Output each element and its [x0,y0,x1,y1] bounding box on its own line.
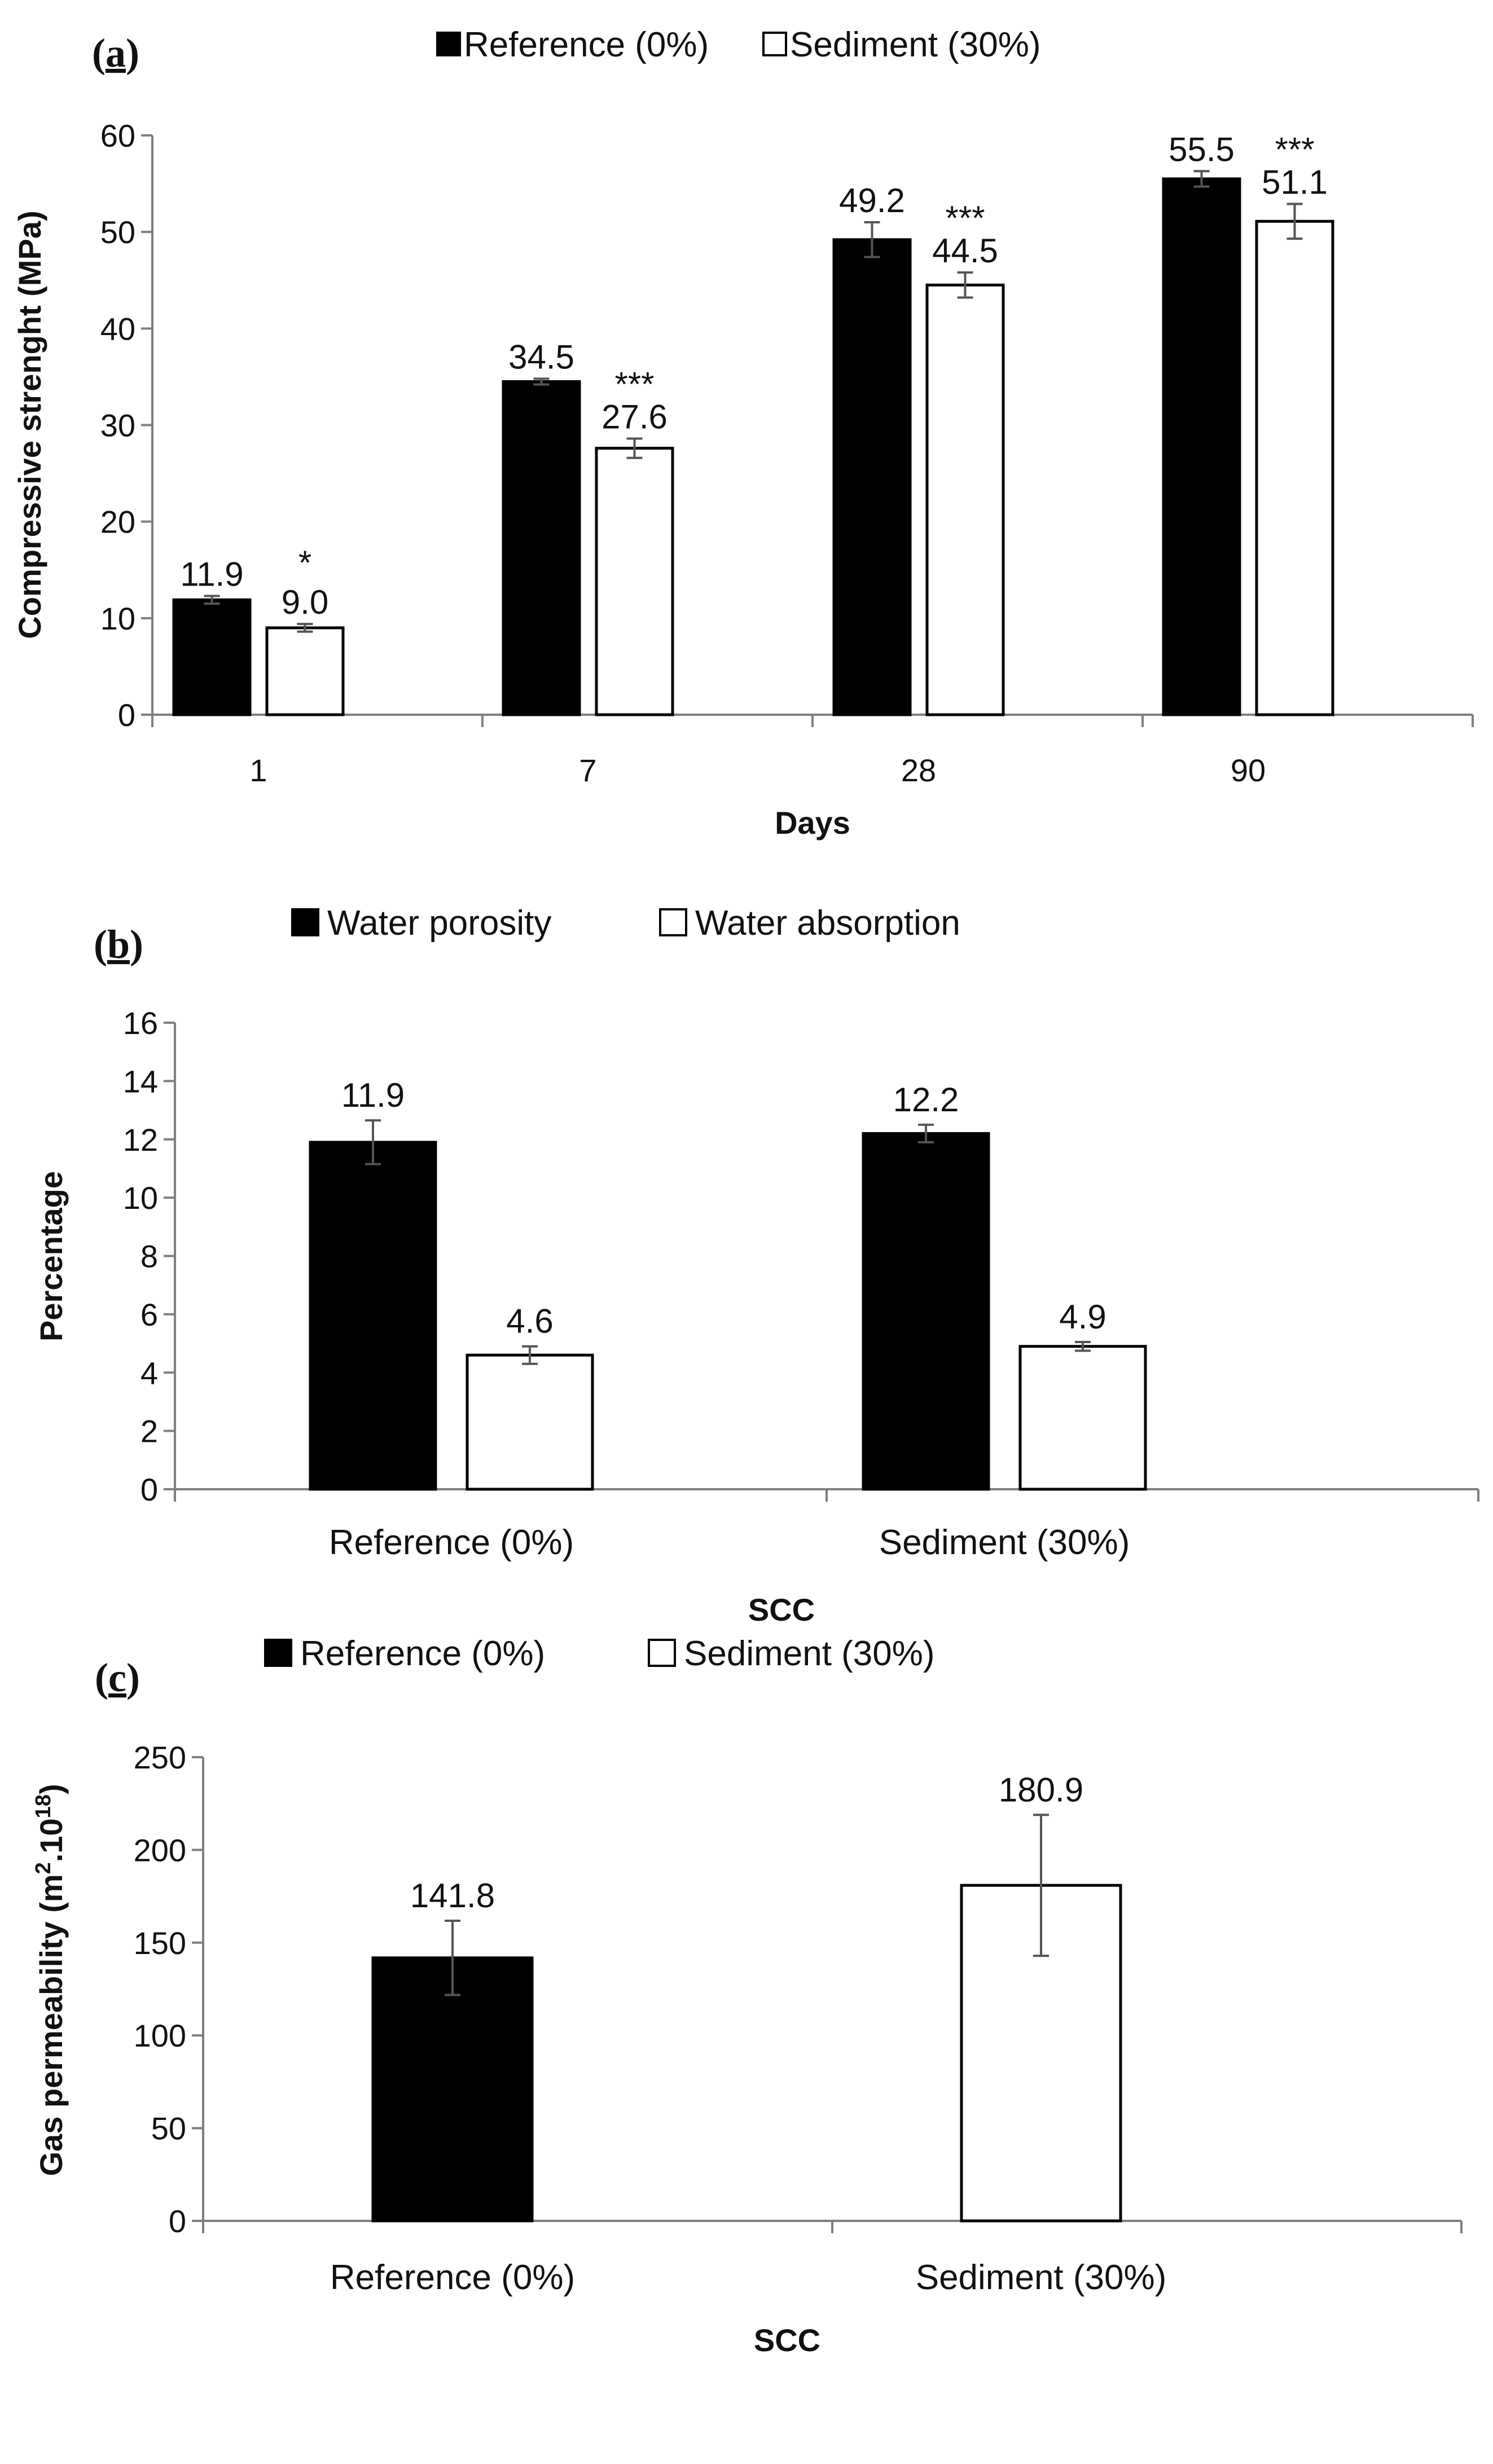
y-tick-label: 2 [140,1414,158,1449]
panel-label-letter: c [108,1655,126,1700]
legend-label: Reference (0%) [300,1634,545,1673]
bar-sediment-3 [1255,219,1334,716]
panel-label: (a) [92,30,139,76]
panel-label-close-paren: ) [126,1655,140,1700]
legend-label: Sediment (30%) [790,25,1041,64]
y-tick-label: 14 [123,1063,158,1099]
x-axis-title: SCC [754,2322,820,2358]
y-tick-label: 4 [140,1355,158,1391]
y-tick-label: 10 [100,601,135,636]
bar-reference-0 [309,1141,437,1491]
bar-reference-3 [1162,177,1241,716]
panel-label-letter: b [107,922,130,967]
x-tick-label: 28 [901,753,936,788]
x-axis-title: Days [775,805,850,841]
bar-sediment-0 [466,1353,594,1491]
y-tick-label: 0 [118,697,135,733]
y-tick-label: 60 [100,118,135,153]
significance-marker: *** [1275,131,1314,169]
data-label: 4.9 [1059,1298,1106,1336]
bar-reference-1 [862,1132,990,1491]
data-label: 55.5 [1169,130,1235,168]
panel-label-letter: a [106,30,126,76]
y-tick-label: 200 [134,1832,186,1868]
y-tick-label: 250 [134,1740,186,1775]
y-tick-label: 0 [140,1472,158,1507]
data-label: 180.9 [999,1771,1083,1809]
legend-swatch-reference [264,1639,292,1667]
data-label: 51.1 [1262,164,1328,201]
y-axis-title-part: ) [33,1784,69,1794]
y-axis-title: Compressive strenght (MPa) [12,210,47,639]
x-tick-label: Sediment (30%) [916,2258,1167,2297]
legend-label: Water absorption [695,904,960,943]
panel-label-close-paren: ) [126,30,139,76]
y-axis-title-part: 18 [32,1794,55,1818]
bar-reference-1 [502,380,581,716]
y-tick-label: 30 [100,408,135,443]
y-tick-label: 10 [123,1180,158,1216]
panel-label-open-paren: ( [94,922,107,967]
legend-label: Reference (0%) [464,25,709,64]
y-axis-title: Gas permeability (m2.1018) [32,1784,69,2176]
legend-swatch-reference [291,908,319,936]
panel-label-open-paren: ( [92,30,106,76]
y-tick-label: 8 [140,1239,158,1274]
y-axis-title-part: 2 [32,1862,55,1874]
y-axis-title-part: Gas permeability (m [33,1874,69,2176]
x-tick-label: 1 [249,753,267,788]
y-axis-title-part: .10 [33,1818,69,1862]
data-label: 11.9 [341,1076,405,1114]
data-label: 141.8 [410,1877,495,1915]
bar-reference-2 [832,238,912,716]
data-label: 11.9 [180,555,243,593]
legend-label: Sediment (30%) [684,1634,935,1673]
bar-sediment-1 [1018,1345,1147,1491]
x-tick-label: 7 [579,753,596,788]
panel-label: (b) [94,922,143,967]
data-label: 49.2 [839,182,905,219]
panel-label-close-paren: ) [130,922,143,967]
significance-marker: * [298,544,311,582]
y-tick-label: 40 [100,311,135,346]
panel-label-open-paren: ( [95,1655,108,1700]
bar-sediment-1 [595,447,674,716]
y-tick-label: 20 [100,504,135,540]
data-label: 12.2 [893,1081,959,1119]
y-tick-label: 150 [134,1925,186,1961]
x-tick-label: Reference (0%) [329,1523,574,1562]
y-tick-label: 0 [169,2203,186,2239]
x-tick-label: Sediment (30%) [879,1523,1130,1562]
legend-swatch-sediment [762,32,787,56]
data-label: 44.5 [932,232,998,270]
y-tick-label: 16 [123,1005,158,1041]
x-tick-label: Reference (0%) [330,2258,575,2297]
legend-swatch-reference [436,32,461,56]
data-label: 4.6 [506,1303,553,1340]
y-tick-label: 12 [123,1122,158,1158]
y-tick-label: 100 [134,2018,186,2053]
bar-reference-0 [371,1956,534,2223]
significance-marker: *** [614,365,654,403]
panel-label: (c) [95,1655,140,1700]
legend-swatch-sediment [659,908,687,936]
y-axis-title: Percentage [33,1171,69,1341]
data-label: 9.0 [282,583,328,621]
x-axis-title: SCC [748,1592,815,1627]
x-tick-label: 90 [1231,753,1266,788]
legend-label: Water porosity [327,904,551,943]
data-label: 27.6 [601,398,668,435]
y-tick-label: 6 [140,1297,158,1332]
bar-sediment-0 [265,626,345,716]
bar-sediment-2 [925,283,1005,716]
significance-marker: *** [945,199,985,237]
y-tick-label: 50 [151,2111,186,2146]
data-label: 34.5 [508,338,574,376]
y-tick-label: 50 [100,214,135,250]
legend-swatch-sediment [648,1639,676,1667]
bar-reference-0 [172,598,252,716]
